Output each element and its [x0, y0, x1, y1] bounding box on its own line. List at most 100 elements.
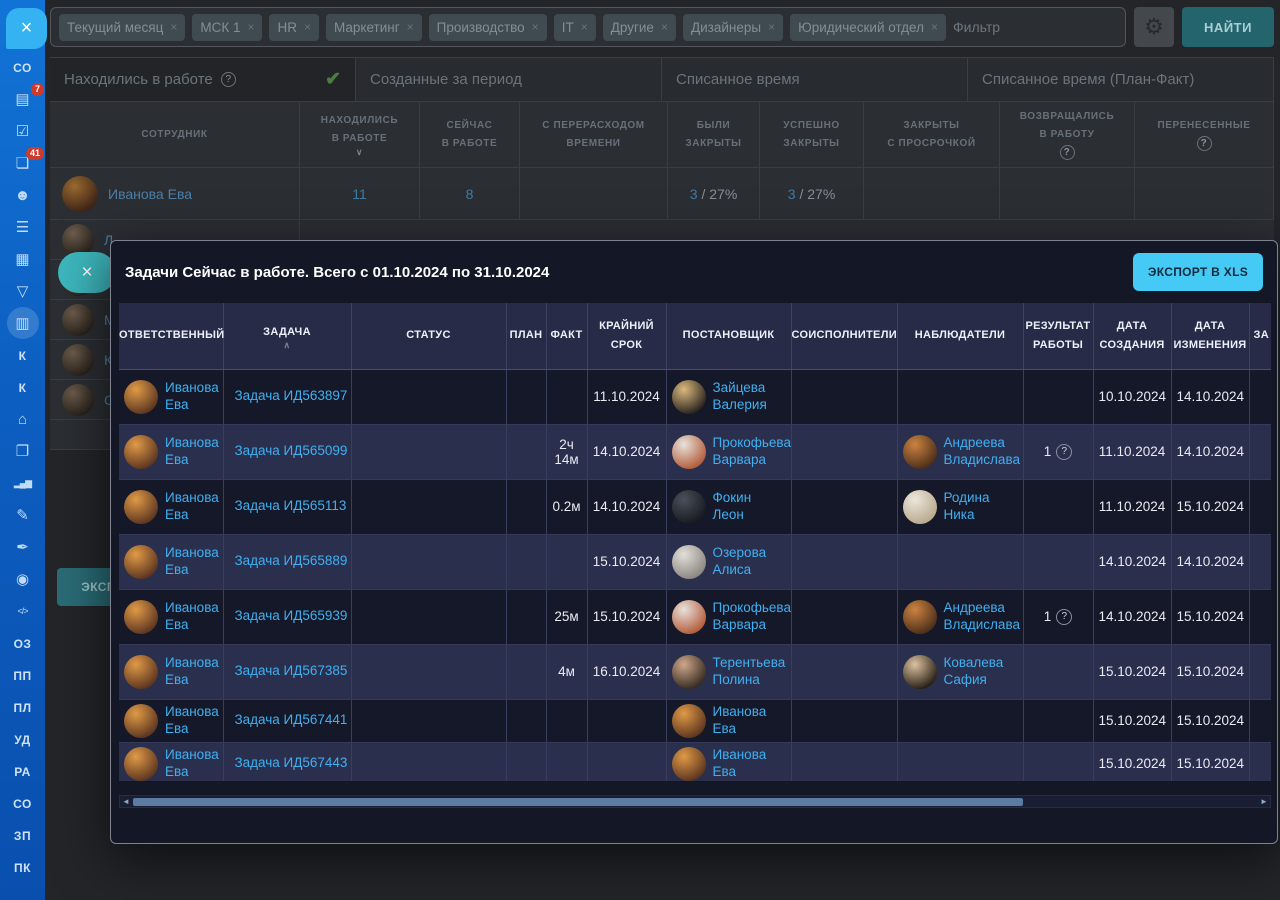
person-name-link[interactable]: Иванова Ева: [165, 747, 219, 779]
bg-column-header[interactable]: БЫЛИ ЗАКРЫТЫ: [668, 102, 760, 167]
filter-tag[interactable]: Производство ×: [428, 13, 547, 41]
person-name-link[interactable]: Иванова Ева: [712, 704, 767, 736]
modal-column-header[interactable]: ОТВЕТСТВЕННЫЙ: [119, 303, 224, 370]
modal-close-button[interactable]: ×: [58, 252, 116, 293]
bg-column-header[interactable]: НАХОДИЛИСЬ В РАБОТЕ ∨: [300, 102, 420, 167]
filter-tag[interactable]: HR ×: [269, 13, 319, 41]
person-name-link[interactable]: Родина Ника: [943, 490, 990, 522]
filter-tag[interactable]: IT ×: [553, 13, 596, 41]
filter-tag[interactable]: Текущий месяц ×: [59, 13, 186, 41]
help-icon[interactable]: ?: [1056, 608, 1073, 625]
person-name-link[interactable]: Андреева Владислава: [943, 435, 1020, 467]
help-icon[interactable]: ?: [220, 72, 236, 87]
remove-tag-icon[interactable]: ×: [303, 20, 311, 34]
task-link[interactable]: Задача ИД567441: [234, 712, 348, 728]
person-name-link[interactable]: Иванова Ева: [165, 600, 219, 632]
modal-column-header[interactable]: ПОСТАНОВЩИК: [666, 303, 792, 370]
modal-column-header[interactable]: ЗА: [1249, 303, 1271, 370]
sidebar-item-people[interactable]: ☻: [0, 186, 45, 205]
sort-icon[interactable]: ∨: [355, 146, 364, 157]
bg-column-header[interactable]: СЕЙЧАС В РАБОТЕ: [420, 102, 520, 167]
task-link[interactable]: Задача ИД565939: [234, 608, 348, 624]
sidebar-item-doc-edit[interactable]: ✎: [0, 506, 45, 525]
bg-column-header[interactable]: ЗАКРЫТЫ С ПРОСРОЧКОЙ: [864, 102, 1000, 167]
help-icon[interactable]: ?: [1056, 443, 1073, 460]
tab-4[interactable]: Списанное время (План-Факт): [968, 58, 1274, 101]
scrollbar-thumb[interactable]: [133, 798, 1023, 806]
bg-column-header[interactable]: ПЕРЕНЕСЕННЫЕ?: [1135, 102, 1274, 167]
settings-button[interactable]: ⚙: [1134, 7, 1174, 47]
sidebar-close-button[interactable]: ×: [6, 8, 47, 49]
remove-tag-icon[interactable]: ×: [406, 20, 414, 34]
remove-tag-icon[interactable]: ×: [247, 20, 255, 34]
sidebar-item-ra[interactable]: РА: [0, 762, 45, 781]
modal-column-header[interactable]: СТАТУС: [351, 303, 507, 370]
task-link[interactable]: Задача ИД567385: [234, 663, 348, 679]
sidebar-item-drive[interactable]: ☰: [0, 218, 45, 237]
remove-tag-icon[interactable]: ×: [531, 20, 539, 34]
person-name-link[interactable]: Зайцева Валерия: [712, 380, 767, 412]
export-xls-button[interactable]: ЭКСПОРТ В XLS: [1132, 253, 1263, 291]
modal-column-header[interactable]: ПЛАН: [506, 303, 547, 370]
sort-icon[interactable]: ∧: [283, 339, 291, 350]
bg-column-header[interactable]: С ПЕРЕРАСХОДОМ ВРЕМЕНИ: [520, 102, 668, 167]
employee-name-link[interactable]: Иванова Ева: [108, 185, 193, 202]
employee-name-link[interactable]: Л: [104, 231, 114, 248]
sidebar-item-document[interactable]: ❐: [0, 442, 45, 461]
task-link[interactable]: Задача ИД565099: [234, 443, 348, 459]
task-link[interactable]: Задача ИД565113: [234, 498, 347, 514]
sidebar-item-code[interactable]: </>: [0, 602, 45, 621]
remove-tag-icon[interactable]: ×: [768, 20, 776, 34]
employee-name-link[interactable]: С: [104, 392, 114, 408]
tab-3[interactable]: Списанное время: [662, 58, 968, 101]
sidebar-item-zp[interactable]: ЗП: [0, 826, 45, 845]
help-icon[interactable]: ?: [1059, 145, 1075, 160]
remove-tag-icon[interactable]: ×: [170, 20, 178, 34]
sidebar-item-chat[interactable]: ❏ 41: [0, 147, 45, 173]
modal-column-header[interactable]: РЕЗУЛЬТАТ РАБОТЫ: [1023, 303, 1094, 370]
remove-tag-icon[interactable]: ×: [931, 20, 939, 34]
person-name-link[interactable]: Иванова Ева: [165, 545, 219, 577]
help-icon[interactable]: ?: [1196, 136, 1212, 151]
person-name-link[interactable]: Иванова Ева: [165, 655, 219, 687]
task-link[interactable]: Задача ИД565889: [234, 553, 348, 569]
person-name-link[interactable]: Иванова Ева: [712, 747, 767, 779]
bg-column-header[interactable]: УСПЕШНО ЗАКРЫТЫ: [760, 102, 864, 167]
sidebar-item-k-1[interactable]: К: [0, 346, 45, 365]
task-link[interactable]: Задача ИД563897: [234, 388, 348, 404]
sidebar-item-pp[interactable]: ПП: [0, 666, 45, 685]
employee-name-link[interactable]: М: [104, 312, 116, 328]
sidebar-item-ud[interactable]: УД: [0, 730, 45, 749]
scroll-left-icon[interactable]: ◄: [122, 796, 130, 806]
sidebar-item-contacts[interactable]: ▥: [0, 307, 45, 339]
modal-column-header[interactable]: ЗАДАЧА ∧: [223, 303, 352, 370]
search-button[interactable]: НАЙТИ: [1182, 7, 1274, 47]
person-name-link[interactable]: Ковалева Сафия: [943, 655, 1004, 687]
task-link[interactable]: Задача ИД567443: [234, 755, 348, 771]
person-name-link[interactable]: Прокофьева Варвара: [712, 435, 791, 467]
sidebar-item-news[interactable]: ▤ 7: [0, 83, 45, 109]
modal-column-header[interactable]: ДАТА ИЗМЕНЕНИЯ: [1171, 303, 1250, 370]
modal-column-header[interactable]: НАБЛЮДАТЕЛИ: [897, 303, 1024, 370]
filter-tag[interactable]: МСК 1 ×: [192, 13, 263, 41]
filter-tag-box[interactable]: Текущий месяц × МСК 1 × HR × Маркетинг × Произво…: [50, 7, 1126, 47]
person-name-link[interactable]: Иванова Ева: [165, 380, 219, 412]
sidebar-item-chart[interactable]: ▂▄▆: [0, 474, 45, 493]
tab-2[interactable]: Созданные за период: [356, 58, 662, 101]
person-name-link[interactable]: Фокин Леон: [712, 490, 752, 522]
sidebar-item-funnel[interactable]: ▽: [0, 282, 45, 301]
modal-column-header[interactable]: ФАКТ: [546, 303, 588, 370]
bg-column-header[interactable]: СОТРУДНИК: [50, 102, 300, 167]
sidebar-item-pl[interactable]: ПЛ: [0, 698, 45, 717]
sidebar-item-pen[interactable]: ✒: [0, 538, 45, 557]
filter-tag[interactable]: Юридический отдел ×: [790, 13, 947, 41]
modal-column-header[interactable]: ДАТА СОЗДАНИЯ: [1093, 303, 1172, 370]
person-name-link[interactable]: Иванова Ева: [165, 435, 219, 467]
sidebar-item-co-top[interactable]: СО: [0, 58, 45, 77]
person-name-link[interactable]: Озерова Алиса: [712, 545, 767, 577]
person-name-link[interactable]: Иванова Ева: [165, 490, 219, 522]
person-name-link[interactable]: Прокофьева Варвара: [712, 600, 791, 632]
person-name-link[interactable]: Иванова Ева: [165, 704, 219, 736]
sidebar-item-tasks[interactable]: ☑: [0, 122, 45, 141]
modal-column-header[interactable]: СОИСПОЛНИТЕЛИ: [791, 303, 898, 370]
